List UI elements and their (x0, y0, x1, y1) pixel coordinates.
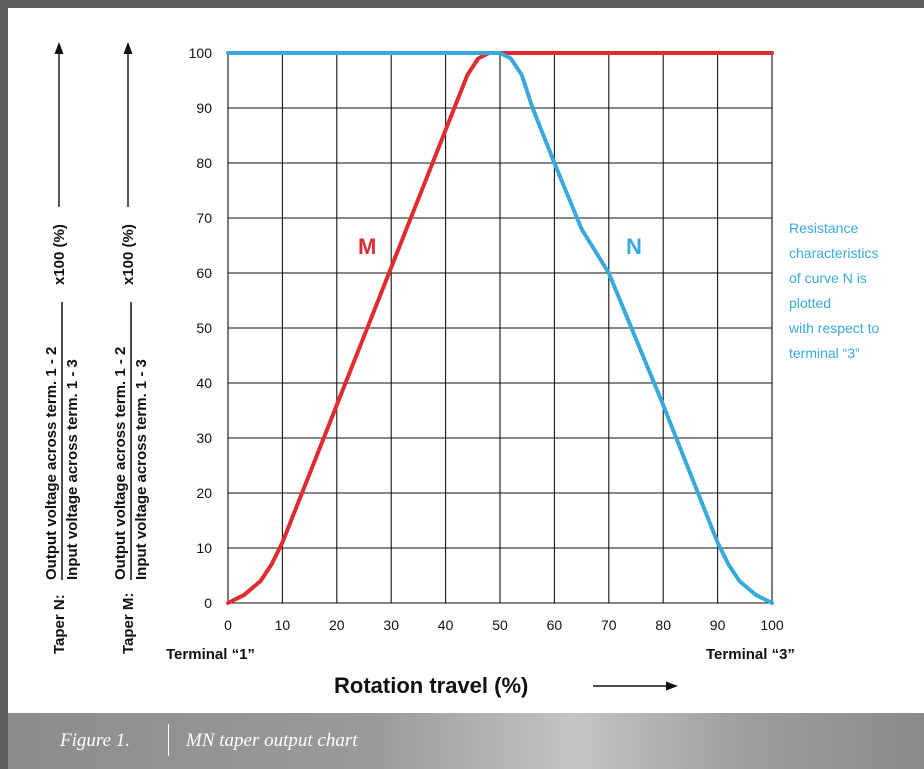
x-axis-title: Rotation travel (%) (334, 673, 528, 698)
x-start-label: Terminal “1” (166, 646, 255, 663)
caption-label: Figure 1. (60, 730, 131, 751)
caption-text: MN taper output chart (186, 730, 358, 751)
y-axis-suffix: x100 (%) (120, 224, 137, 285)
series-line-n (226, 51, 774, 605)
y-tick-label: 50 (196, 320, 212, 336)
y-tick-label: 80 (196, 155, 212, 171)
annotation-line: Resistance (789, 220, 858, 236)
chart-series (226, 51, 774, 605)
y-tick-label: 60 (196, 265, 212, 281)
y-tick-label: 100 (189, 45, 213, 61)
y-tick-label: 20 (196, 485, 212, 501)
annotation-line: with respect to (788, 320, 879, 336)
annotation-line: of curve N is (789, 270, 867, 286)
y-tick-label: 40 (196, 375, 212, 391)
y-tick-label: 0 (204, 595, 212, 611)
x-tick-label: 100 (760, 617, 784, 633)
annotation-line: plotted (789, 295, 831, 311)
x-tick-label: 90 (710, 617, 726, 633)
y-tick-label: 70 (196, 210, 212, 226)
y-axis-label-taper-m: Taper M: Output voltage across term. 1 -… (112, 42, 150, 654)
annotation-line: terminal “3” (789, 345, 860, 361)
series-label-m: M (358, 234, 376, 259)
annotation-line: characteristics (789, 245, 878, 261)
y-axis-prefix: Taper N: (51, 594, 68, 654)
figure-frame (8, 8, 924, 769)
y-axis-denominator: Input voltage across term. 1 - 3 (64, 359, 81, 580)
y-tick-label: 30 (196, 430, 212, 446)
x-axis-arrow (593, 681, 678, 691)
x-tick-label: 10 (275, 617, 291, 633)
x-end-label: Terminal “3” (706, 646, 795, 663)
x-tick-label: 30 (383, 617, 399, 633)
x-tick-label: 0 (224, 617, 232, 633)
figure-caption: Figure 1. MN taper output chart (8, 713, 924, 769)
x-tick-label: 50 (492, 617, 508, 633)
caption-divider (168, 724, 169, 756)
x-tick-label: 80 (655, 617, 671, 633)
y-tick-label: 90 (196, 100, 212, 116)
y-axis-denominator: Input voltage across term. 1 - 3 (133, 359, 150, 580)
chart-grid: 0 10 20 30 40 50 60 70 80 90 100 0 10 20 30 40 50 60 70 80 9… (189, 45, 784, 633)
x-tick-label: 60 (547, 617, 563, 633)
x-tick-label: 40 (438, 617, 454, 633)
curve-n-annotation: Resistance characteristics of curve N is… (788, 220, 879, 361)
series-line-m (226, 51, 774, 605)
y-axis-suffix: x100 (%) (51, 224, 68, 285)
x-tick-label: 20 (329, 617, 345, 633)
series-label-n: N (626, 234, 642, 259)
x-tick-label: 70 (601, 617, 617, 633)
y-axis-numerator: Output voltage across term. 1 - 2 (43, 347, 60, 580)
y-tick-label: 10 (196, 540, 212, 556)
y-axis-prefix: Taper M: (120, 593, 137, 654)
y-axis-numerator: Output voltage across term. 1 - 2 (112, 347, 129, 580)
y-axis-label-taper-n: Taper N: Output voltage across term. 1 -… (43, 42, 81, 654)
